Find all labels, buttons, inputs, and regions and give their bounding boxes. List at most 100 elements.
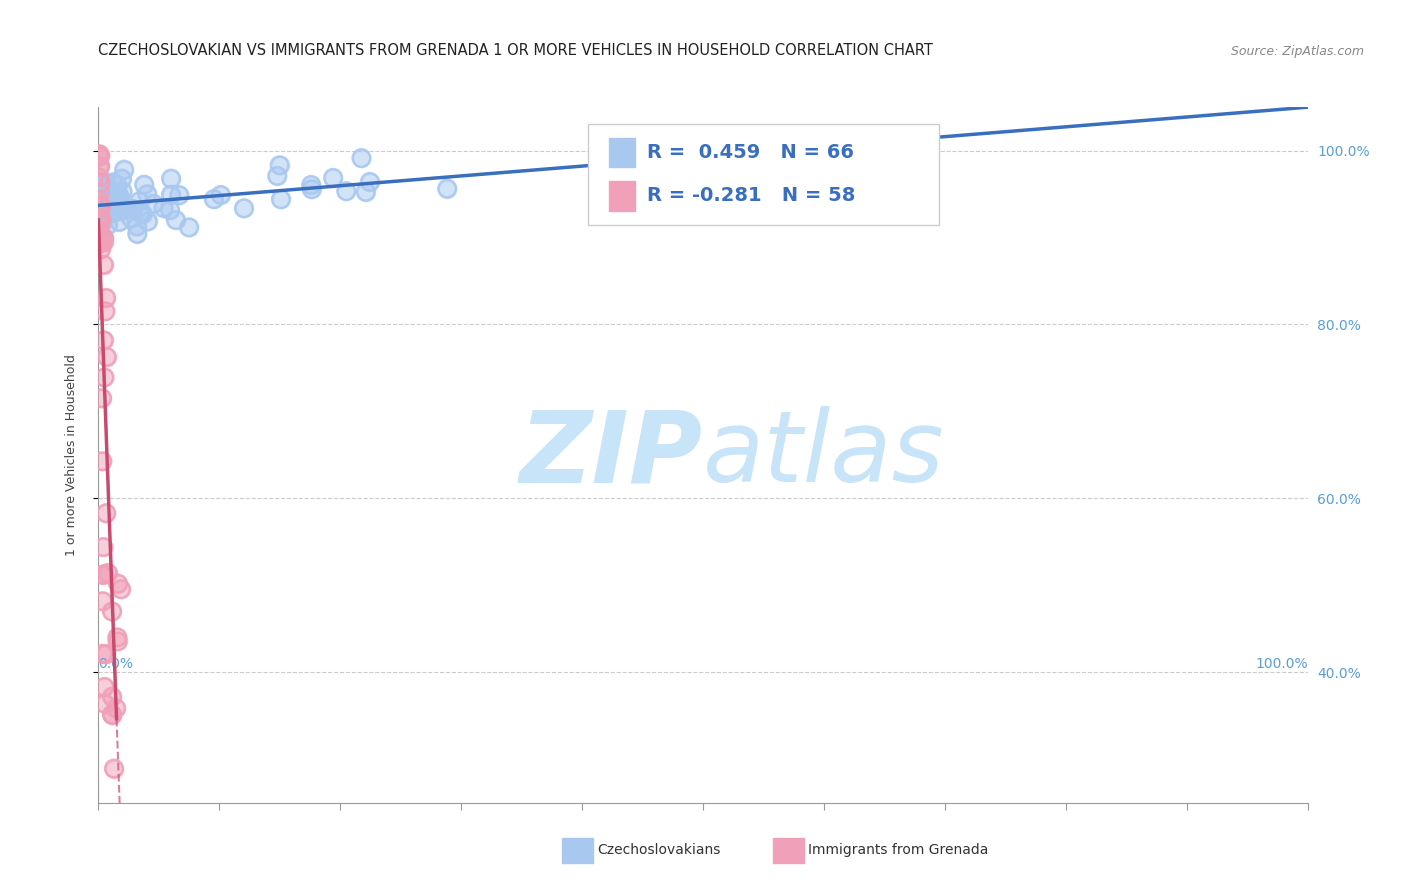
Point	[91, 454, 114, 468]
FancyBboxPatch shape	[588, 124, 939, 226]
Point	[93, 334, 115, 348]
Bar	[609, 138, 636, 168]
Point	[121, 202, 143, 216]
Point	[322, 170, 344, 185]
Point	[97, 218, 120, 232]
Point	[90, 243, 112, 257]
Point	[90, 234, 112, 248]
Point	[90, 235, 112, 250]
Point	[202, 192, 225, 206]
Text: Czechoslovakians: Czechoslovakians	[598, 843, 721, 857]
Point	[90, 214, 112, 228]
Point	[142, 196, 165, 211]
Point	[96, 189, 118, 203]
Point	[90, 235, 112, 250]
Point	[266, 169, 288, 183]
Point	[107, 634, 129, 648]
Point	[93, 231, 115, 245]
Point	[93, 235, 115, 250]
Point	[125, 219, 148, 234]
Point	[165, 213, 187, 227]
Point	[94, 291, 117, 305]
Point	[89, 198, 111, 212]
Point	[101, 199, 124, 213]
Point	[104, 701, 127, 715]
Point	[110, 202, 132, 216]
Point	[159, 203, 181, 218]
Point	[104, 204, 127, 219]
Point	[93, 567, 115, 582]
Point	[90, 200, 112, 214]
Point	[127, 227, 149, 241]
Point	[94, 647, 117, 661]
Point	[90, 201, 112, 215]
Point	[89, 175, 111, 189]
Point	[104, 204, 127, 219]
Point	[111, 184, 134, 198]
Point	[120, 211, 142, 225]
Point	[101, 199, 124, 213]
Point	[93, 540, 115, 554]
Point	[89, 159, 111, 173]
Point	[97, 197, 120, 211]
Point	[160, 187, 183, 202]
Point	[89, 149, 111, 163]
Point	[89, 198, 111, 212]
Point	[93, 680, 115, 694]
Point	[159, 203, 181, 218]
Point	[90, 217, 112, 231]
Point	[104, 701, 127, 715]
Point	[108, 215, 131, 229]
Point	[350, 151, 373, 165]
Text: atlas: atlas	[703, 407, 945, 503]
Point	[169, 188, 191, 202]
Point	[87, 212, 110, 227]
Point	[89, 186, 111, 200]
Point	[90, 211, 112, 226]
Point	[232, 202, 254, 216]
Point	[101, 707, 124, 722]
Point	[110, 202, 132, 216]
Point	[111, 171, 134, 186]
Point	[436, 181, 458, 195]
Point	[89, 188, 111, 202]
Point	[301, 182, 323, 196]
Point	[101, 193, 124, 207]
Point	[112, 162, 135, 177]
Point	[89, 159, 111, 173]
Point	[101, 707, 124, 722]
Point	[160, 171, 183, 186]
Point	[91, 567, 114, 582]
Point	[169, 188, 191, 202]
Point	[136, 187, 159, 202]
Y-axis label: 1 or more Vehicles in Household: 1 or more Vehicles in Household	[65, 354, 77, 556]
Point	[91, 214, 114, 228]
Point	[87, 223, 110, 237]
Point	[94, 176, 117, 190]
Point	[94, 304, 117, 318]
Point	[103, 762, 125, 776]
Point	[100, 206, 122, 220]
Point	[94, 697, 117, 711]
Point	[160, 187, 183, 202]
Point	[97, 186, 120, 200]
Point	[110, 582, 132, 597]
Point	[108, 187, 131, 202]
Point	[177, 220, 200, 235]
Point	[89, 188, 111, 202]
Point	[94, 697, 117, 711]
Point	[121, 202, 143, 216]
Point	[89, 230, 111, 244]
Point	[89, 214, 111, 228]
Point	[359, 175, 381, 189]
Point	[101, 193, 124, 207]
Point	[108, 204, 131, 219]
Point	[108, 215, 131, 229]
Point	[90, 201, 112, 215]
Point	[87, 234, 110, 248]
Point	[101, 605, 124, 619]
Point	[269, 158, 291, 172]
Point	[89, 177, 111, 191]
Point	[107, 576, 129, 591]
Point	[105, 202, 128, 216]
